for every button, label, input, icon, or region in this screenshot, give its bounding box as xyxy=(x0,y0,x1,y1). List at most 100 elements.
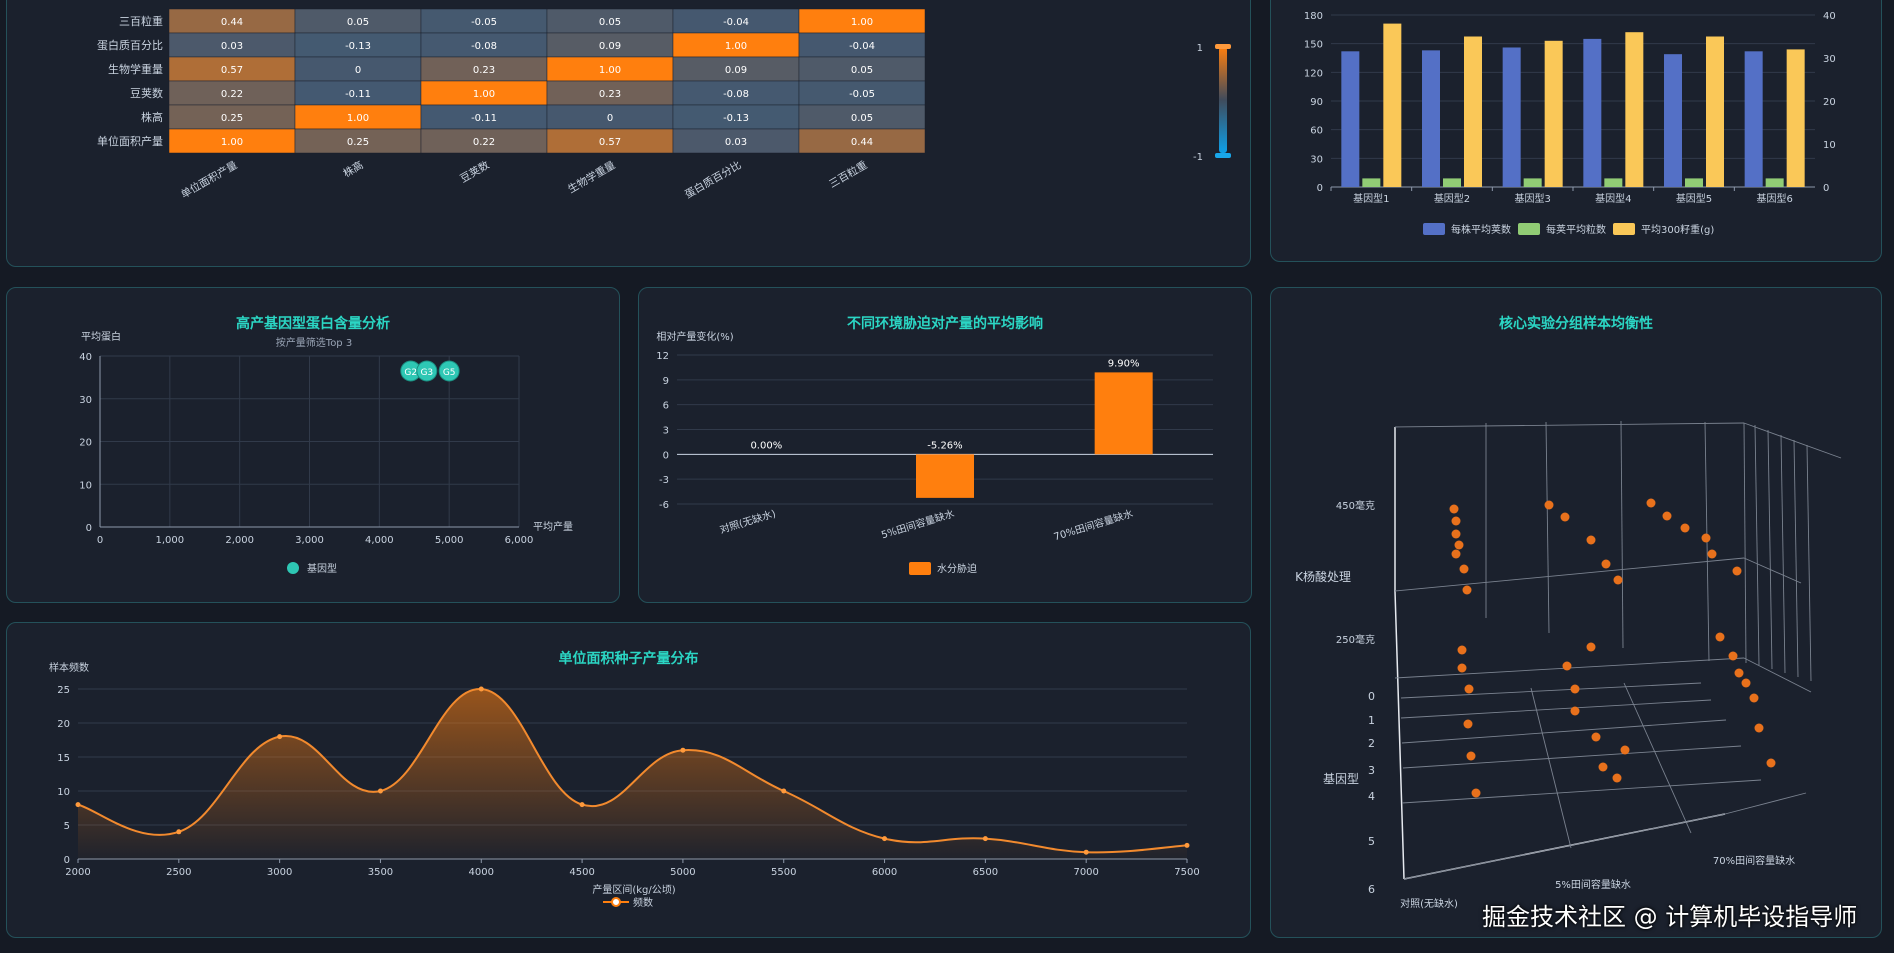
heatmap-cell xyxy=(168,8,296,34)
heatmap-cell xyxy=(546,128,674,154)
heatmap-col-label: 豆荚数 xyxy=(458,158,492,185)
x-tick-label: 5%田间容量缺水 xyxy=(1555,878,1631,891)
x-tick-label: 70%田间容量缺水 xyxy=(1052,507,1134,543)
scatter-point xyxy=(1680,523,1690,533)
scatter-point xyxy=(1749,693,1759,703)
heatmap-cell xyxy=(798,104,926,130)
heatmap-cell-value: 1.00 xyxy=(851,17,873,28)
heatmap-col-label: 蛋白质百分比 xyxy=(682,158,743,201)
hidden-guide xyxy=(1389,427,1831,864)
scatter-point xyxy=(1741,678,1751,688)
scatter-point xyxy=(1707,549,1717,559)
x-tick-label: 0 xyxy=(97,535,103,546)
heatmap-cell xyxy=(420,104,548,130)
heatmap-cell-value: 1.00 xyxy=(347,113,369,124)
y-tick-label: 10 xyxy=(57,787,70,798)
heatmap-cell-value: 0.57 xyxy=(599,137,621,148)
data-point xyxy=(377,788,383,794)
distribution-area-chart: 样本频数 0 5 10 15 20 25 2000 2500 3000 3500 4000 4500 50… xyxy=(49,661,1200,909)
grid-line xyxy=(1400,699,1712,719)
y-tick-label: 2 xyxy=(1368,737,1375,750)
data-point xyxy=(478,686,484,692)
grid-line xyxy=(1620,420,1624,649)
x-tick-label: 7000 xyxy=(1073,867,1098,878)
y-right-tick: 20 xyxy=(1823,97,1836,108)
x-tick-label: 2,000 xyxy=(225,535,254,546)
visual-map-max: 1 xyxy=(1197,43,1203,54)
scatter-point-label: G3 xyxy=(420,368,433,378)
y-tick-label: 3 xyxy=(663,426,669,437)
visual-map-handle-bottom xyxy=(1215,153,1231,158)
heatmap-cell xyxy=(420,80,548,106)
scatter-point xyxy=(1766,758,1776,768)
heatmap-cell xyxy=(798,80,926,106)
protein-scatter-panel: 高产基因型蛋白含量分析 按产量筛选Top 3 平均蛋白 平均产量 0 10 20 30 40 0… xyxy=(6,287,620,603)
heatmap-row-label: 生物学重量 xyxy=(108,62,163,76)
heatmap-cell xyxy=(798,56,926,82)
data-point xyxy=(75,802,81,808)
x-tick-label: 对照(无缺水) xyxy=(718,507,777,536)
bar-value-label: 9.90% xyxy=(1108,358,1140,369)
scatter-point xyxy=(1471,788,1481,798)
grid-line xyxy=(1743,557,1802,584)
heatmap-cell xyxy=(546,32,674,58)
data-point xyxy=(982,836,988,842)
scatter-point xyxy=(1562,661,1572,671)
stress-bar-chart: 相对产量变化(%) 12 9 6 3 0 -3 -6 0.00% 对照(无缺水) -5.26% 5%田… xyxy=(656,330,1213,575)
legend-swatch xyxy=(1518,223,1540,235)
data-point xyxy=(579,802,585,808)
y-tick-label: 20 xyxy=(57,719,70,730)
grid-line xyxy=(1545,421,1550,634)
x-tick-label: 4500 xyxy=(569,867,594,878)
heatmap-cell xyxy=(168,80,296,106)
y-left-tick: 180 xyxy=(1304,11,1323,22)
y-left-tick: 90 xyxy=(1310,97,1323,108)
grid-line xyxy=(1767,429,1773,670)
legend-label: 水分胁迫 xyxy=(937,562,977,575)
y-tick-label: 25 xyxy=(57,685,70,696)
grid-line xyxy=(1401,719,1727,744)
x-tick-label: 5,000 xyxy=(435,535,464,546)
bar-每株平均荚数 xyxy=(1744,51,1763,187)
legend-swatch xyxy=(287,562,299,574)
scatter-point xyxy=(1544,500,1554,510)
y-right-tick: 10 xyxy=(1823,140,1836,151)
heatmap-row-label: 三百粒重 xyxy=(119,14,163,28)
grid-line xyxy=(1780,434,1786,674)
bar-每株平均荚数 xyxy=(1422,50,1440,187)
data-point xyxy=(1083,849,1089,855)
y-tick-label: 5 xyxy=(64,821,70,832)
y-right-tick: 0 xyxy=(1823,183,1829,194)
bar-平均300籽重(g) xyxy=(1706,36,1724,187)
x-tick-label: 2000 xyxy=(65,867,90,878)
scatter-point xyxy=(1457,663,1467,673)
scatter-point xyxy=(1612,773,1622,783)
x-tick-label: 70%田间容量缺水 xyxy=(1713,854,1795,867)
data-point xyxy=(781,788,787,794)
legend-label: 每株平均荚数 xyxy=(1451,223,1511,236)
scatter-point-label: G2 xyxy=(404,368,417,378)
heatmap-cell-value: 0.05 xyxy=(599,17,621,28)
heatmap-cell xyxy=(798,128,926,154)
y-tick-label: -3 xyxy=(659,475,669,486)
y-tick-label: 4 xyxy=(1368,790,1375,803)
y-tick-label: 0 xyxy=(663,450,669,461)
grid-line xyxy=(1806,444,1812,682)
heatmap-cell xyxy=(168,56,296,82)
grid-line xyxy=(1403,813,1726,880)
grid-line xyxy=(1400,682,1702,699)
y-tick-label: 9 xyxy=(663,376,669,387)
x-tick-label: 6000 xyxy=(872,867,897,878)
y-tick-label: 0 xyxy=(64,855,70,866)
bar-value-label: 0.00% xyxy=(750,440,782,451)
heatmap-cell xyxy=(672,8,800,34)
scatter-point xyxy=(1570,684,1580,694)
heatmap-cell-value: -0.11 xyxy=(471,113,497,124)
legend-label: 平均300籽重(g) xyxy=(1641,223,1714,236)
heatmap-cell-value: 0.09 xyxy=(725,65,747,76)
x-axis-label: 产量区间(kg/公顷) xyxy=(592,883,675,896)
heatmap-col-label: 生物学重量 xyxy=(566,158,618,196)
distribution-title: 单位面积种子产量分布 xyxy=(558,651,699,667)
data-point xyxy=(882,836,888,842)
